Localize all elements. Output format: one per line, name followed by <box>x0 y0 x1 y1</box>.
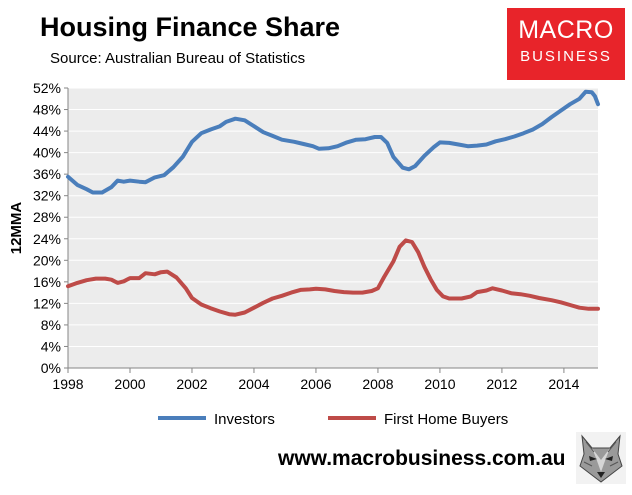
x-tick-label: 2010 <box>424 376 455 392</box>
legend-label: First Home Buyers <box>384 411 508 428</box>
legend-label: Investors <box>214 411 275 428</box>
chart-source: Source: Australian Bureau of Statistics <box>50 50 306 67</box>
y-tick-label: 4% <box>41 338 61 354</box>
y-tick-label: 28% <box>33 209 61 225</box>
logo-line2: BUSINESS <box>520 48 612 65</box>
series-line-1 <box>66 238 600 317</box>
x-tick-label: 2000 <box>114 376 145 392</box>
y-tick-label: 8% <box>41 317 61 333</box>
series-lines <box>66 89 600 317</box>
legend: Investors First Home Buyers <box>158 411 508 428</box>
line-chart: 0%4%8%12%16%20%24%28%32%36%40%44%48%52% … <box>8 80 600 428</box>
website-url: www.macrobusiness.com.au <box>278 447 566 470</box>
x-tick-label: 2012 <box>486 376 517 392</box>
gridlines <box>68 87 598 347</box>
page-title: Housing Finance Share <box>40 12 341 42</box>
y-tick-label: 36% <box>33 166 61 182</box>
wolf-face-icon <box>576 432 626 484</box>
x-tick-label: 2006 <box>300 376 331 392</box>
y-axis-label: 12MMA <box>8 202 25 255</box>
y-tick-label: 20% <box>33 252 61 268</box>
y-tick-label: 12% <box>33 295 61 311</box>
x-tick-label: 2002 <box>176 376 207 392</box>
x-tick-label: 2004 <box>238 376 269 392</box>
y-tick-label: 44% <box>33 123 61 139</box>
y-tick-label: 40% <box>33 145 61 161</box>
x-axis-ticks: 1998 2000 2002 2004 2006 2008 2010 2012 2014 <box>52 368 580 392</box>
x-tick-label: 2014 <box>548 376 579 392</box>
y-tick-label: 16% <box>33 274 61 290</box>
y-tick-label: 48% <box>33 102 61 118</box>
y-tick-label: 32% <box>33 188 61 204</box>
macrobusiness-logo: MACRO BUSINESS <box>507 8 625 80</box>
logo-line1: MACRO <box>518 16 614 44</box>
x-tick-label: 2008 <box>362 376 393 392</box>
plot-area <box>68 88 598 368</box>
y-tick-label: 52% <box>33 80 61 96</box>
y-axis-ticks: 0% 4% 8% 12% 16% 20% 24% 28% 32% 36% 40% 44% 48% 52% <box>33 80 68 376</box>
y-tick-label: 0% <box>41 360 61 376</box>
x-tick-label: 1998 <box>52 376 83 392</box>
series-line-0 <box>66 89 600 195</box>
y-tick-label: 24% <box>33 231 61 247</box>
